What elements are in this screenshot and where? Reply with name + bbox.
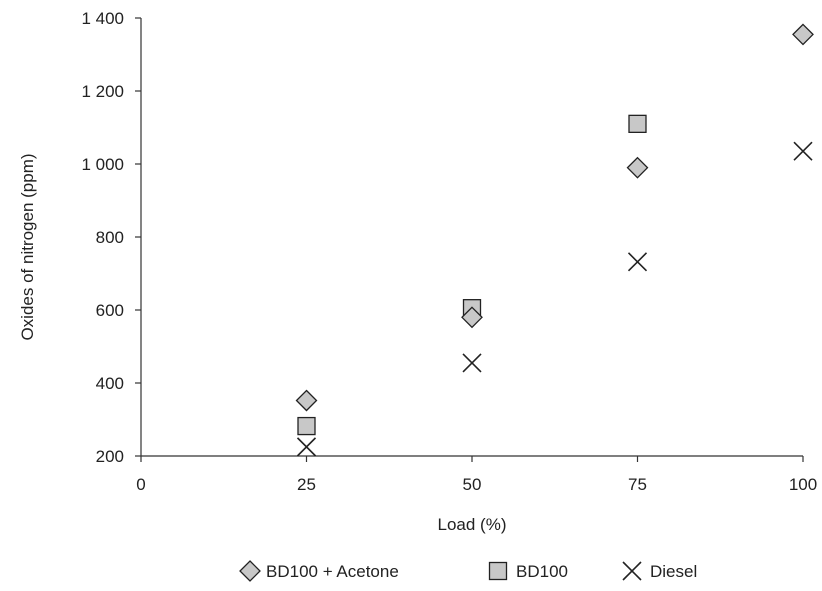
y-tick-label: 800 xyxy=(96,228,124,247)
legend: BD100 + Acetone BD100 Diesel xyxy=(239,560,697,582)
legend-item: BD100 xyxy=(488,561,568,581)
legend-label: BD100 xyxy=(516,562,568,581)
y-tick-label: 1 000 xyxy=(81,155,124,174)
x-marker-stroke xyxy=(627,252,648,272)
legend-item: Diesel xyxy=(622,561,697,581)
x-tick-label: 50 xyxy=(463,475,482,494)
y-tick-label: 600 xyxy=(96,301,124,320)
y-tick-label: 200 xyxy=(96,447,124,466)
legend-label: Diesel xyxy=(650,562,697,581)
x-point xyxy=(296,437,317,457)
data-points xyxy=(295,23,814,457)
x-marker-stroke xyxy=(793,141,813,161)
square-point xyxy=(297,416,316,436)
legend-item: BD100 + Acetone xyxy=(239,560,399,582)
diamond-point xyxy=(792,23,814,46)
x-axis-ticks: 0 25 50 75 100 xyxy=(136,456,817,494)
square-point xyxy=(628,114,647,133)
x-point xyxy=(627,252,648,272)
x-tick-label: 0 xyxy=(136,475,145,494)
x-axis-title: Load (%) xyxy=(438,515,507,534)
x-point xyxy=(793,141,813,161)
x-mark-icon xyxy=(622,561,642,581)
x-marker-stroke xyxy=(462,353,482,373)
x-tick-label: 75 xyxy=(628,475,647,494)
y-axis-title: Oxides of nitrogen (ppm) xyxy=(18,153,37,340)
diamond-icon xyxy=(239,560,261,582)
square-icon xyxy=(488,561,508,581)
diamond-point xyxy=(461,306,483,329)
x-tick-label: 100 xyxy=(789,475,817,494)
x-point xyxy=(462,353,482,373)
legend-label: BD100 + Acetone xyxy=(266,562,399,581)
y-tick-label: 400 xyxy=(96,374,124,393)
diamond-point xyxy=(295,389,318,412)
x-marker-stroke xyxy=(622,561,642,581)
axes xyxy=(140,18,803,457)
diamond-point xyxy=(626,156,649,179)
x-marker-stroke xyxy=(296,437,317,457)
x-tick-label: 25 xyxy=(297,475,316,494)
y-axis-ticks: 200 400 600 800 1 000 1 200 1 400 xyxy=(81,9,141,466)
y-tick-label: 1 200 xyxy=(81,82,124,101)
y-tick-label: 1 400 xyxy=(81,9,124,28)
